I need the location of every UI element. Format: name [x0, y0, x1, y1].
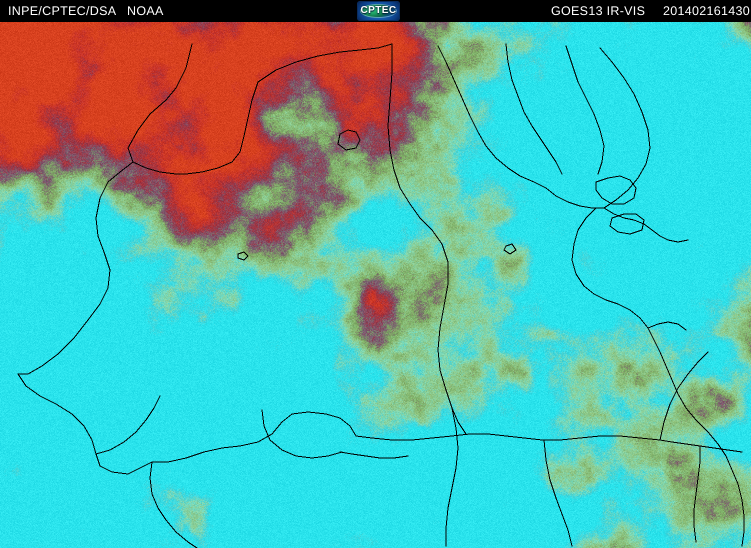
header-bar: INPE/CPTEC/DSA NOAA CPTEC GOES13 IR-VIS …: [0, 0, 751, 22]
header-satellite-label: GOES13 IR-VIS: [551, 4, 646, 18]
cptec-logo-text: CPTEC: [360, 5, 397, 16]
cptec-logo-meridian-icon: [360, 4, 397, 18]
header-timestamp: 201402161430: [663, 4, 751, 18]
satellite-imagery-canvas: [0, 22, 751, 548]
cptec-logo[interactable]: CPTEC: [357, 1, 400, 21]
satellite-image-area[interactable]: [0, 22, 751, 548]
header-institution-label: INPE/CPTEC/DSA NOAA: [8, 4, 164, 18]
